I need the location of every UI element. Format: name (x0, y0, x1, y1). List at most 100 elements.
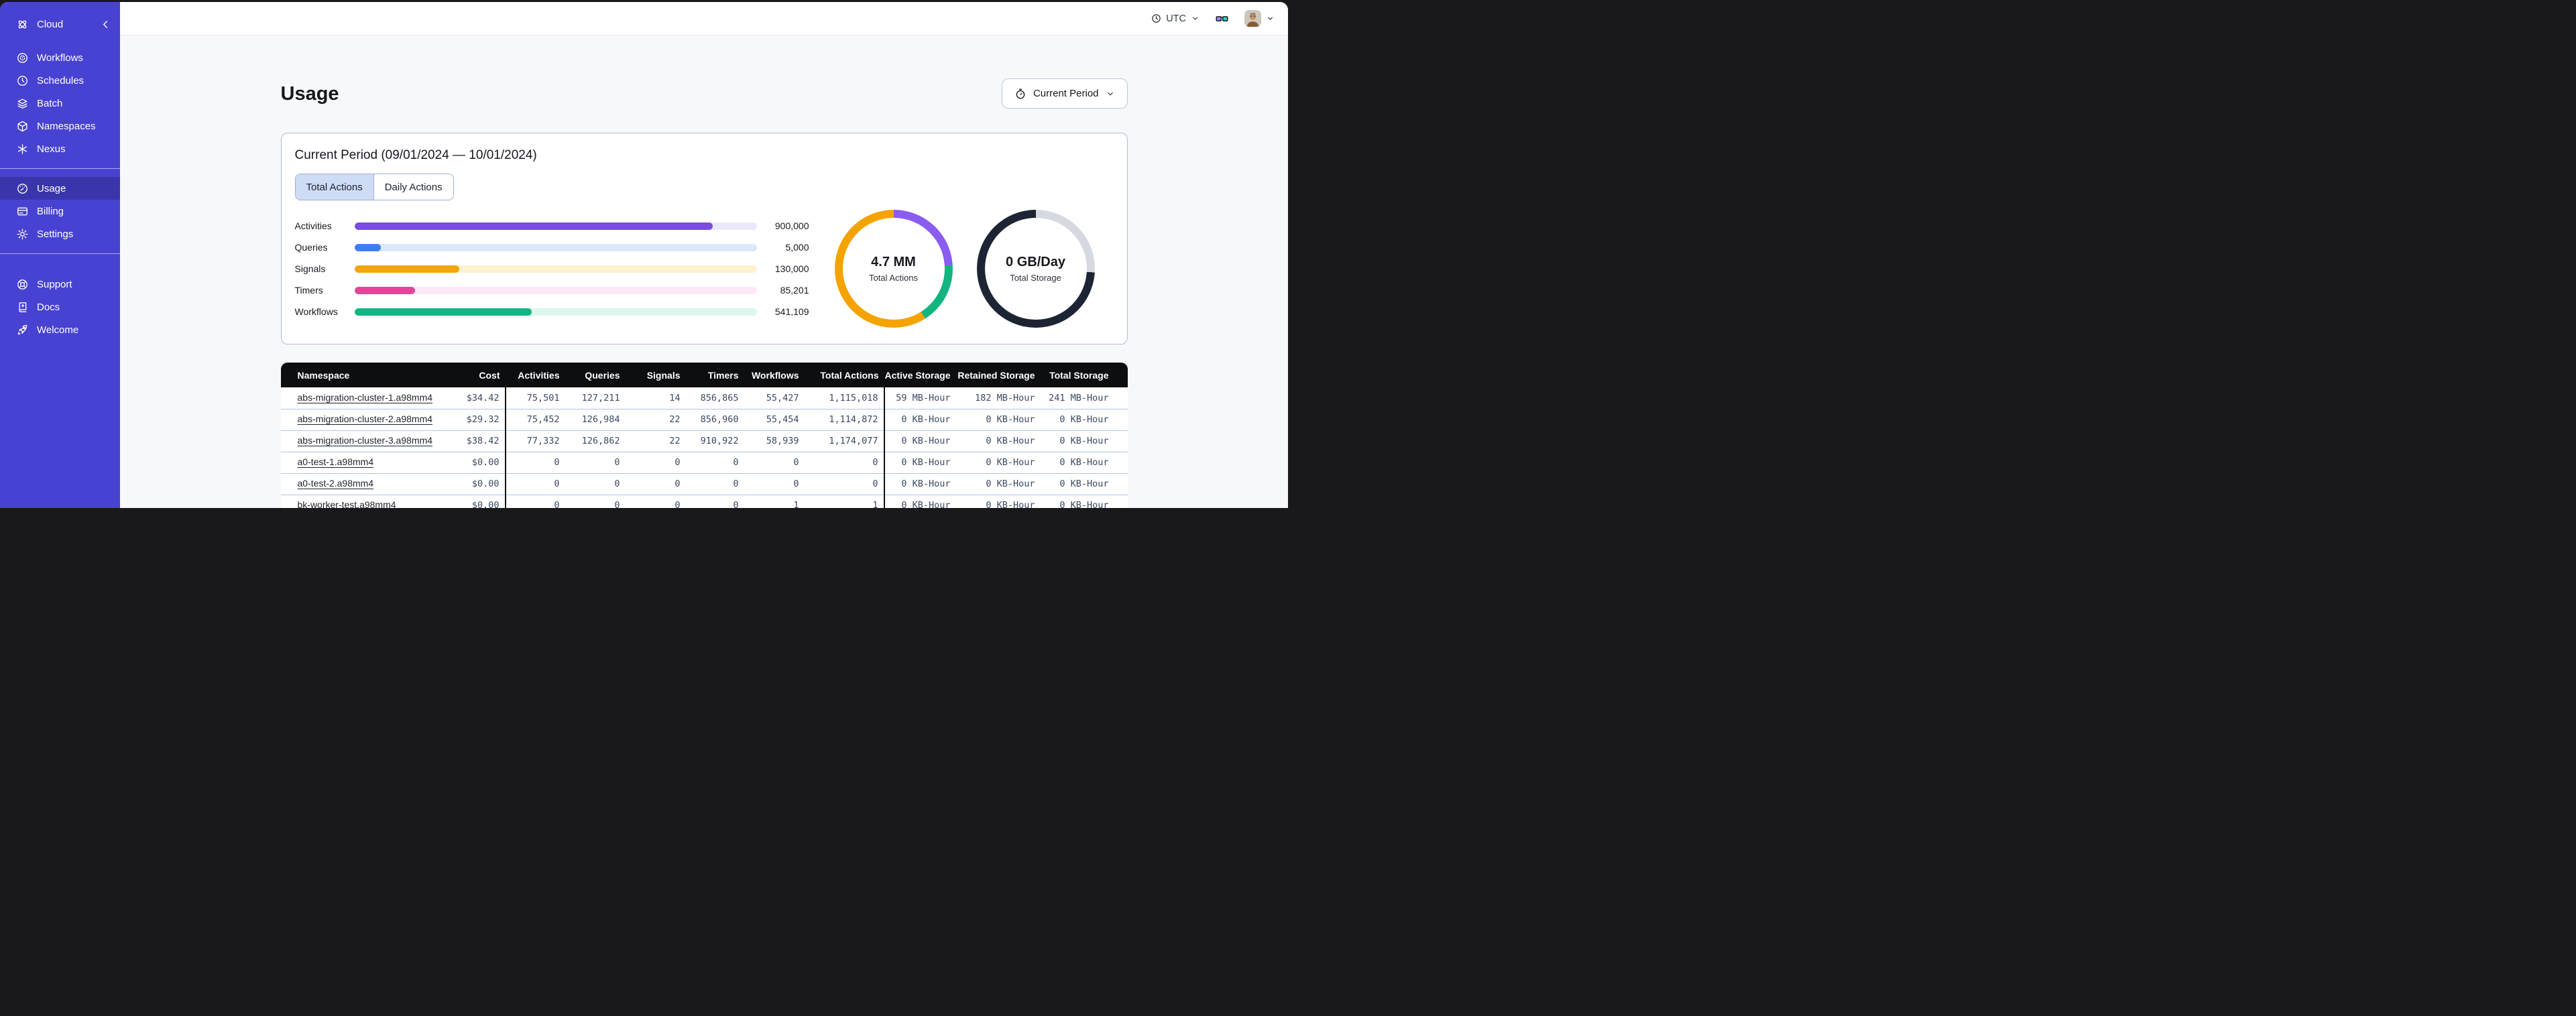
bar-row-workflows: Workflows 541,109 (295, 301, 809, 322)
collapse-sidebar-icon[interactable] (99, 18, 112, 31)
namespace-link[interactable]: a0-test-2.a98mm4 (297, 478, 374, 489)
table-cell: 55,427 (744, 387, 805, 409)
table-cell: 0 KB-Hour (884, 452, 956, 474)
table-cell: 0 (744, 452, 805, 474)
bar-label: Timers (294, 285, 323, 296)
table-cell: 0 KB-Hour (884, 473, 956, 495)
table-cell: 0 (565, 495, 626, 508)
table-cell: 0 KB-Hour (884, 495, 956, 508)
card-title: Current Period (09/01/2024 — 10/01/2024) (294, 148, 537, 162)
table-row: abs-migration-cluster-1.a98mm4 $34.42 75,5… (280, 387, 1128, 409)
actions-tab-group: Total Actions Daily Actions (294, 174, 454, 200)
namespace-link[interactable]: abs-migration-cluster-2.a98mm4 (297, 414, 433, 424)
sidebar-nav-help: Support Docs Welcome (0, 273, 120, 341)
column-header-signals: Signals (646, 369, 681, 381)
sidebar-item-label: Nexus (37, 143, 66, 155)
sidebar-item-billing[interactable]: Billing (0, 200, 120, 223)
total-actions-donut-ring (834, 210, 953, 328)
table-cell: 0 KB-Hour (1040, 452, 1128, 474)
chevron-down-icon (1193, 17, 1197, 20)
table-cell: 22 (625, 409, 686, 431)
table-cell: 0 KB-Hour (1040, 409, 1128, 431)
column-header-total-actions: Total Actions (820, 369, 879, 381)
table-cell: 0 KB-Hour (1040, 430, 1128, 452)
bar-fill (354, 308, 532, 316)
sidebar-item-namespaces[interactable]: Namespaces (0, 115, 120, 137)
timezone-label: UTC (1166, 13, 1186, 24)
column-header-active-storage: Active Storage (884, 369, 951, 381)
tab-total-actions[interactable]: Total Actions (295, 174, 373, 200)
sidebar-item-batch[interactable]: Batch (0, 92, 120, 115)
table-cell: 1 (804, 495, 885, 508)
avatar (1244, 10, 1261, 27)
workflows-icon (17, 52, 27, 63)
namespace-link[interactable]: abs-migration-cluster-3.a98mm4 (297, 435, 433, 446)
table-cell: $0.00 (414, 473, 506, 495)
sidebar-item-label: Workflows (37, 52, 83, 64)
sidebar-item-docs[interactable]: Docs (0, 296, 120, 318)
column-header-workflows: Workflows (751, 369, 799, 381)
table-row: bk-worker-test.a98mm4 $0.00 0 0 0 0 1 1 0 KB-Hou… (280, 495, 1128, 508)
table-cell: 0 KB-Hour (884, 409, 956, 431)
docs-book-icon (19, 302, 27, 312)
table-cell: 75,452 (505, 409, 565, 431)
page-title: Usage (280, 82, 339, 105)
account-menu[interactable] (1244, 10, 1275, 27)
bar-row-activities: Activities 900,000 (295, 215, 809, 237)
table-row: a0-test-1.a98mm4 $0.00 0 0 0 0 0 0 0 KB-Hour 0 KB… (280, 452, 1128, 474)
table-cell: 1,114,872 (804, 409, 885, 431)
sidebar-item-schedules[interactable]: Schedules (0, 69, 120, 92)
sidebar-item-label: Schedules (37, 74, 84, 86)
table-cell: 127,211 (565, 387, 626, 409)
sidebar-item-label: Support (37, 278, 72, 290)
sidebar-item-welcome[interactable]: Welcome (0, 318, 120, 341)
sidebar-item-label: Welcome (37, 324, 79, 336)
sidebar-brand-cloud[interactable]: Cloud (0, 13, 120, 36)
namespace-link[interactable]: a0-test-1.a98mm4 (297, 456, 374, 467)
sidebar-brand-label: Cloud (37, 18, 64, 30)
sidebar-item-label: Settings (37, 228, 74, 240)
table-cell: 182 MB-Hour (955, 387, 1041, 409)
temporal-logo-icon (18, 20, 27, 28)
sidebar-item-label: Usage (37, 182, 66, 194)
bar-track (354, 286, 757, 294)
total-actions-label: Total Actions (869, 273, 918, 283)
period-selector-button[interactable]: Current Period (1001, 78, 1128, 109)
table-cell: 14 (625, 387, 686, 409)
clock-icon (1152, 14, 1161, 23)
tab-daily-actions[interactable]: Daily Actions (373, 174, 453, 200)
sidebar-item-usage[interactable]: Usage (0, 177, 120, 200)
column-header-queries: Queries (585, 369, 620, 381)
table-cell: 0 (685, 452, 744, 474)
summary-donuts: 4.7 MM Total Actions 0 GB/Day Total Stor… (834, 210, 1095, 328)
namespace-link[interactable]: bk-worker-test.a98mm4 (297, 499, 396, 508)
table-cell: 0 KB-Hour (955, 495, 1041, 508)
table-cell: 0 (505, 452, 565, 474)
labs-glasses-button[interactable] (1216, 15, 1228, 23)
table-cell: 58,939 (744, 430, 805, 452)
sidebar-item-settings[interactable]: Settings (0, 223, 120, 245)
table-row: abs-migration-cluster-3.a98mm4 $38.42 77,3… (280, 430, 1128, 452)
table-cell: 910,922 (685, 430, 744, 452)
namespace-link[interactable]: abs-migration-cluster-1.a98mm4 (297, 391, 433, 403)
bar-row-queries: Queries 5,000 (295, 237, 809, 258)
table-cell: 77,332 (505, 430, 565, 452)
sidebar-item-nexus[interactable]: Nexus (0, 137, 120, 160)
timezone-selector[interactable]: UTC (1151, 13, 1199, 24)
sidebar-nav-primary: Workflows Schedules Batch (0, 46, 120, 160)
sidebar-item-label: Batch (37, 97, 63, 109)
total-actions-donut: 4.7 MM Total Actions (834, 210, 953, 328)
table-cell: 0 (625, 495, 686, 508)
sidebar-item-workflows[interactable]: Workflows (0, 46, 120, 69)
column-header-timers: Timers (707, 369, 739, 381)
table-cell: 0 KB-Hour (1040, 473, 1128, 495)
current-period-card: Current Period (09/01/2024 — 10/01/2024)… (280, 133, 1128, 344)
sidebar-item-support[interactable]: Support (0, 273, 120, 296)
app-window: Cloud Workflows Schedules (0, 2, 1288, 508)
table-cell: 856,960 (685, 409, 744, 431)
page-content: Usage Current Period Current Pe (120, 36, 1288, 508)
table-cell: $0.00 (414, 452, 506, 474)
table-cell: 0 KB-Hour (884, 430, 956, 452)
namespaces-icon (17, 121, 27, 131)
namespace-cell: abs-migration-cluster-3.a98mm4 (280, 430, 432, 452)
